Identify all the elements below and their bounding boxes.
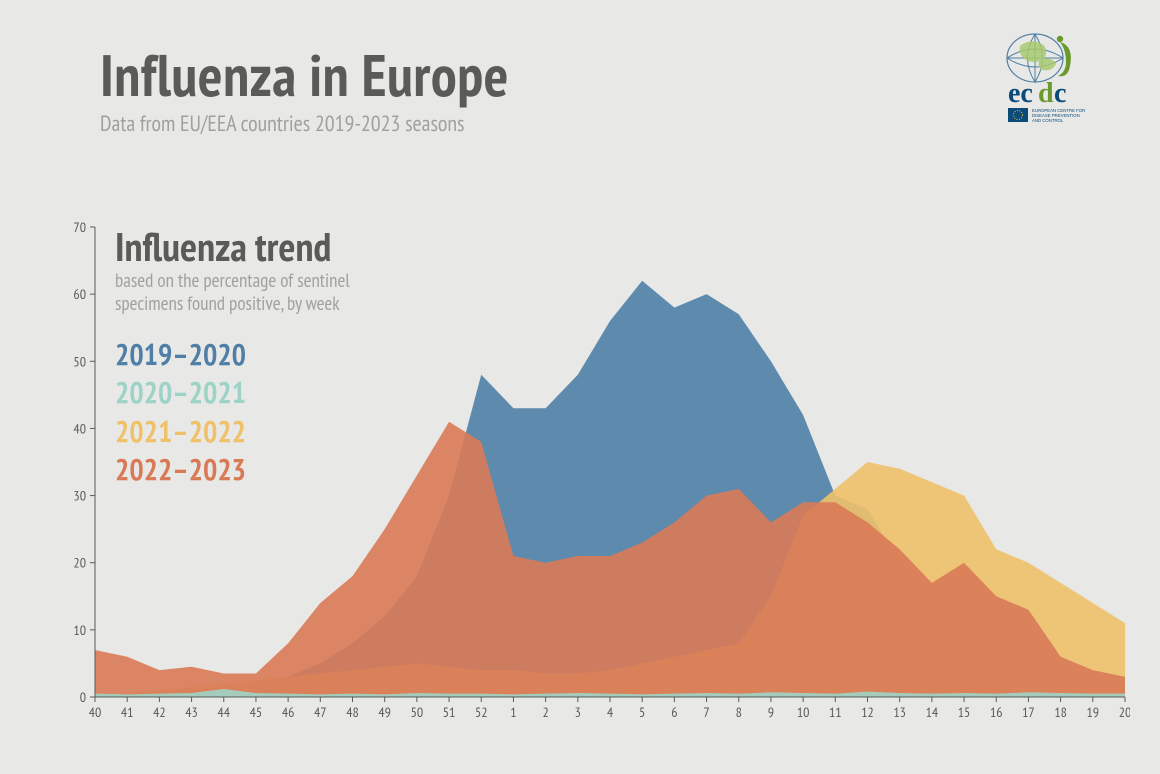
y-tick-label: 50 [73, 352, 86, 370]
x-tick-label: 12 [861, 703, 874, 721]
x-tick-label: 7 [703, 703, 709, 721]
svg-text:c: c [1054, 78, 1066, 109]
x-tick-label: 52 [475, 703, 488, 721]
y-tick-label: 30 [73, 487, 86, 505]
x-tick-label: 1 [510, 703, 516, 721]
x-tick-label: 14 [926, 703, 939, 721]
x-tick-label: 2 [542, 703, 548, 721]
chart-title: Influenza trend [115, 226, 415, 268]
page: Influenza in Europe Data from EU/EEA cou… [0, 0, 1160, 774]
x-tick-label: 4 [607, 703, 614, 721]
x-tick-label: 45 [250, 703, 263, 721]
x-tick-label: 13 [893, 703, 906, 721]
x-tick-label: 16 [990, 703, 1003, 721]
y-tick-label: 20 [73, 554, 86, 572]
x-tick-label: 3 [575, 703, 581, 721]
chart-subtitle: based on the percentage of sentinel spec… [115, 270, 415, 316]
svg-text:AND CONTROL: AND CONTROL [1032, 118, 1064, 123]
x-tick-label: 46 [282, 703, 295, 721]
legend-item: 2019–2020 [115, 336, 246, 374]
y-tick-label: 10 [73, 621, 86, 639]
x-tick-label: 18 [1054, 703, 1067, 721]
x-tick-label: 50 [411, 703, 424, 721]
y-tick-label: 70 [73, 222, 86, 236]
legend: 2019–20202020–20212021–20222022–2023 [115, 336, 246, 490]
x-tick-label: 42 [153, 703, 166, 721]
x-tick-label: 11 [829, 703, 842, 721]
x-tick-label: 51 [443, 703, 456, 721]
page-subtitle: Data from EU/EEA countries 2019-2023 sea… [100, 110, 464, 138]
x-tick-label: 9 [768, 703, 774, 721]
ecdc-logo: ec d c EUROPEAN CENTRE FOR DISEASE PREVE… [990, 28, 1130, 128]
legend-item: 2020–2021 [115, 374, 246, 412]
x-tick-label: 47 [314, 703, 327, 721]
x-tick-label: 19 [1087, 703, 1100, 721]
x-tick-label: 43 [185, 703, 198, 721]
y-tick-label: 60 [73, 285, 86, 303]
legend-item: 2022–2023 [115, 451, 246, 489]
legend-item: 2021–2022 [115, 413, 246, 451]
page-title: Influenza in Europe [100, 38, 509, 113]
x-tick-label: 41 [121, 703, 134, 721]
svg-text:d: d [1038, 78, 1054, 109]
y-tick-label: 0 [80, 688, 86, 706]
x-tick-label: 10 [797, 703, 810, 721]
svg-text:ec: ec [1008, 78, 1033, 109]
x-tick-label: 20 [1119, 703, 1130, 721]
x-tick-label: 17 [1022, 703, 1035, 721]
x-tick-label: 48 [346, 703, 359, 721]
chart-heading-block: Influenza trend based on the percentage … [115, 226, 415, 316]
x-tick-label: 5 [639, 703, 645, 721]
x-tick-label: 6 [671, 703, 677, 721]
x-tick-label: 44 [217, 703, 230, 721]
x-tick-label: 15 [958, 703, 971, 721]
y-tick-label: 40 [73, 419, 86, 437]
x-tick-label: 40 [89, 703, 102, 721]
ecdc-logo-svg: ec d c EUROPEAN CENTRE FOR DISEASE PREVE… [990, 28, 1130, 128]
x-tick-label: 49 [378, 703, 391, 721]
x-tick-label: 8 [736, 703, 742, 721]
